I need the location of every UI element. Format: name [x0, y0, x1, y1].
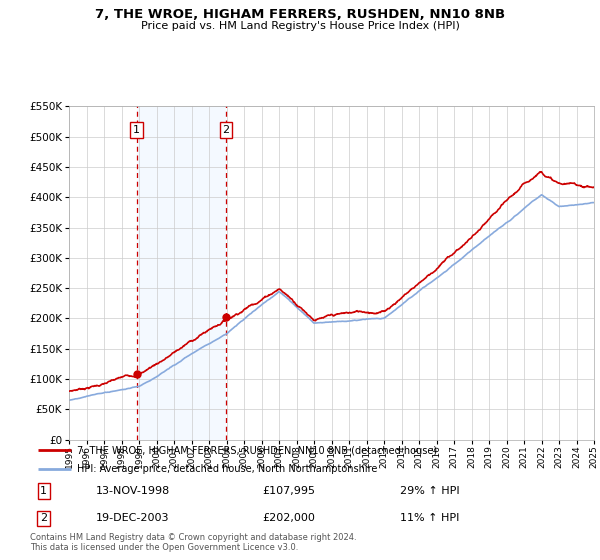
Text: 13-NOV-1998: 13-NOV-1998 [96, 486, 170, 496]
Text: 2: 2 [223, 125, 230, 135]
Text: Contains HM Land Registry data © Crown copyright and database right 2024.: Contains HM Land Registry data © Crown c… [30, 533, 356, 542]
Text: This data is licensed under the Open Government Licence v3.0.: This data is licensed under the Open Gov… [30, 543, 298, 552]
Text: 7, THE WROE, HIGHAM FERRERS, RUSHDEN, NN10 8NB (detached house): 7, THE WROE, HIGHAM FERRERS, RUSHDEN, NN… [77, 445, 437, 455]
Text: 2: 2 [40, 514, 47, 524]
Text: 11% ↑ HPI: 11% ↑ HPI [400, 514, 459, 524]
Text: £107,995: £107,995 [262, 486, 315, 496]
Text: 1: 1 [40, 486, 47, 496]
Text: 7, THE WROE, HIGHAM FERRERS, RUSHDEN, NN10 8NB: 7, THE WROE, HIGHAM FERRERS, RUSHDEN, NN… [95, 8, 505, 21]
Text: Price paid vs. HM Land Registry's House Price Index (HPI): Price paid vs. HM Land Registry's House … [140, 21, 460, 31]
Text: HPI: Average price, detached house, North Northamptonshire: HPI: Average price, detached house, Nort… [77, 464, 377, 474]
Text: 1: 1 [133, 125, 140, 135]
Text: 29% ↑ HPI: 29% ↑ HPI [400, 486, 460, 496]
Text: £202,000: £202,000 [262, 514, 315, 524]
Bar [137, 106, 226, 440]
Text: 19-DEC-2003: 19-DEC-2003 [96, 514, 170, 524]
